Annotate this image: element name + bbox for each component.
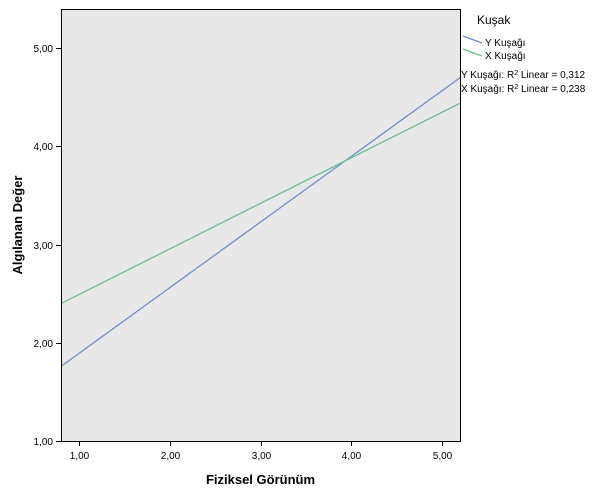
legend: Kuşak Y Kuşağı X Kuşağı [462, 13, 526, 62]
legend-swatch [462, 35, 483, 44]
r2-label: Y Kuşağı: R2 Linear = 0,312 [461, 70, 586, 82]
series-layer [60, 77, 461, 367]
y-tick-label: 2,00 [34, 339, 54, 350]
legend-item: X Kuşağı [485, 51, 526, 62]
r2-annotations: Y Kuşağı: R2 Linear = 0,312 X Kuşağı: R2 … [461, 70, 586, 96]
fit-line-1 [60, 77, 461, 367]
y-axis: 1,00 2,00 3,00 4,00 5,00 [34, 44, 61, 448]
y-tick-label: 1,00 [34, 437, 54, 448]
y-tick-label: 4,00 [34, 142, 54, 153]
r2-label: X Kuşağı: R2 Linear = 0,238 [461, 84, 586, 96]
fit-line-2 [60, 102, 461, 305]
x-tick-label: 4,00 [342, 451, 362, 462]
legend-title: Kuşak [477, 13, 511, 27]
x-tick-label: 1,00 [70, 451, 90, 462]
legend-swatch [462, 48, 483, 57]
x-tick-label: 5,00 [433, 451, 453, 462]
x-tick-label: 3,00 [252, 451, 272, 462]
x-axis-title: Fiziksel Görünüm [206, 472, 315, 487]
legend-item: Y Kuşağı [485, 38, 525, 49]
x-tick-label: 2,00 [161, 451, 181, 462]
x-axis: 1,00 2,00 3,00 4,00 5,00 [70, 441, 453, 462]
y-axis-title: Algılanan Değer [10, 176, 25, 275]
y-tick-label: 3,00 [34, 241, 54, 252]
y-tick-label: 5,00 [34, 44, 54, 55]
plot-area [61, 9, 460, 441]
